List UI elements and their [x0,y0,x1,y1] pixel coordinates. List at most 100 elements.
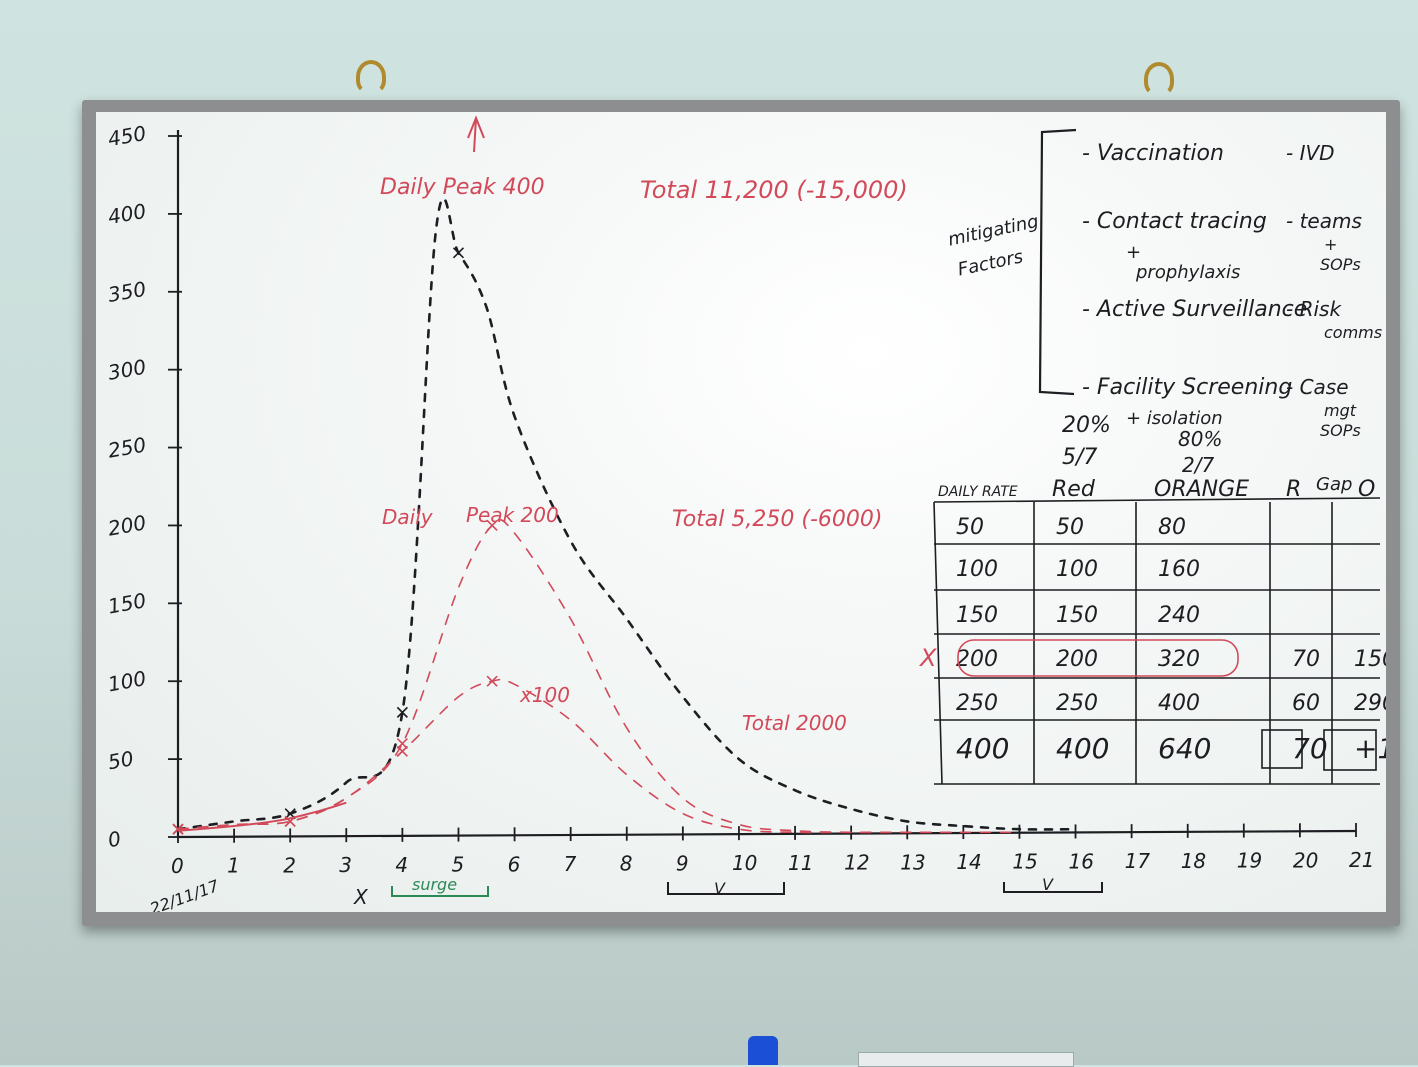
start-date-label: 22/11/17 [147,876,222,912]
v-mark-1: V [714,879,726,898]
gap-label: Gap [1316,474,1352,495]
x-tick-label-13: 13 [900,850,925,874]
annotation-peak-400: Daily Peak 400 [380,175,545,200]
x-tick-label-11: 11 [788,851,813,875]
y-tick-label-300: 300 [106,355,148,385]
table-cell-r6-c2: 400 [1056,732,1109,765]
x-tick-label-9: 9 [676,851,689,875]
mitigating-item-4: - Facility Screening [1082,375,1292,400]
table-header-1: DAILY RATE [938,484,1018,500]
x-tick-label-20: 20 [1293,848,1318,872]
x-tick-label-1: 1 [227,854,240,878]
row-mark-x: X [918,644,937,672]
x-tick-label-0: 0 [171,854,184,878]
y-tick-label-0: 0 [106,826,123,852]
table-cell-r6-c3: 640 [1158,732,1211,765]
early-red-segment [177,801,347,832]
series-3-point [486,675,498,687]
mitigating-item-3-action: - Risk [1286,297,1342,321]
gap-box-o [1323,729,1377,771]
x-tick-label-21: 21 [1349,848,1374,872]
table-cell-r4-c4: 70 [1292,647,1320,672]
highlight-ring-200 [957,639,1239,677]
table-cell-r5-c4: 60 [1292,691,1320,716]
frac-red: 5/7 [1062,445,1097,470]
mitigating-item-2: - Contact tracing [1082,209,1267,234]
table-cell-r2-c1: 100 [956,557,998,582]
x-tick-label-15: 15 [1012,850,1037,874]
x-tick-label-14: 14 [956,850,981,874]
table-hline [933,497,1381,503]
table-cell-r6-c5: +115 [1354,732,1386,765]
table-cell-r4-c1: 200 [956,647,998,672]
mitigating-item-4-action-2: mgt [1324,401,1357,420]
series-2-line [177,519,1021,834]
table-cell-r4-c2: 200 [1056,647,1098,672]
table-cell-r2-c3: 160 [1158,557,1200,582]
series-2-point [486,519,498,532]
mitigating-brace [1038,128,1077,396]
pct-orange: 80% [1178,427,1222,451]
y-tick-label-150: 150 [106,588,148,618]
y-tick-label-400: 400 [106,199,148,229]
x-tick-label-12: 12 [844,851,869,875]
table-cell-r2-c2: 100 [1056,557,1098,582]
y-tick-label-200: 200 [106,510,148,540]
up-arrow-icon [467,115,485,153]
right-hook [1144,62,1174,96]
x-tick-label-10: 10 [732,851,757,875]
annotation-total-200: Total 5,250 (-6000) [672,507,882,532]
whiteboard-surface: 0 50 100 150 200 250 300 350 400 450 0 1 2 3 4 5 6 7 8 9 10 1… [96,112,1386,912]
table-header-5: O [1358,477,1375,502]
mitigating-item-2-action-2: + [1324,235,1337,254]
mitigating-label-1: mitigating [946,211,1040,251]
x-tick-label-7: 7 [564,852,577,876]
left-hook [356,60,386,94]
x-tick-label-4: 4 [395,853,408,877]
table-cell-r4-c5: 150 [1354,647,1386,672]
mitigating-label-2: Factors [956,246,1025,280]
x-tick-label-2: 2 [283,853,296,877]
y-tick-label-100: 100 [106,666,148,696]
marker-cap [748,1036,778,1065]
annotation-total-400: Total 11,200 (-15,000) [640,176,908,204]
table-cell-r3-c3: 240 [1158,603,1200,628]
pct-red: 20% [1062,413,1111,438]
mitigating-item-2-action-3: SOPs [1320,255,1361,274]
x-tick-label-18: 18 [1181,849,1206,873]
bracket-day8-10 [667,882,785,895]
surge-bracket [391,886,489,897]
table-cell-r3-c1: 150 [956,603,998,628]
table-cell-r1-c3: 80 [1158,515,1186,540]
mitigating-item-2-line3: prophylaxis [1135,262,1240,283]
table-cell-r6-c4: 70 [1292,732,1328,765]
x-tick-label-19: 19 [1237,849,1262,873]
x-mark-day3: X [353,885,369,909]
bracket-day14-16 [1003,882,1103,893]
series-3-point [172,823,184,835]
mitigating-item-4-line2: + isolation [1126,408,1223,429]
mitigating-item-3-action-2: comms [1324,323,1382,342]
x-tick-label-16: 16 [1069,849,1094,873]
mitigating-item-3: - Active Surveillance [1082,297,1307,322]
x-tick-label-8: 8 [620,852,633,876]
table-cell-r5-c5: 290 [1354,691,1386,716]
y-tick-label-350: 350 [106,277,148,307]
series-1-line [176,197,1077,831]
mitigating-item-2-action: - teams [1286,209,1362,233]
annotation-peak-100: x100 [519,683,570,707]
table-vline [933,501,943,785]
mitigating-item-4-action: - Case [1286,375,1349,399]
series-1-point [452,247,465,259]
table-cell-r3-c2: 150 [1056,603,1098,628]
table-header-2: Red [1052,477,1096,502]
table-cell-r5-c3: 400 [1158,691,1200,716]
series-3-line [177,678,965,834]
x-axis-line [177,829,1357,839]
table-cell-r1-c1: 50 [956,515,984,540]
table-cell-r4-c3: 320 [1158,647,1200,672]
series-3-point [396,745,408,757]
table-cell-r1-c2: 50 [1056,515,1084,540]
v-mark-2: V [1042,875,1054,894]
table-cell-r6-c1: 400 [956,732,1009,765]
